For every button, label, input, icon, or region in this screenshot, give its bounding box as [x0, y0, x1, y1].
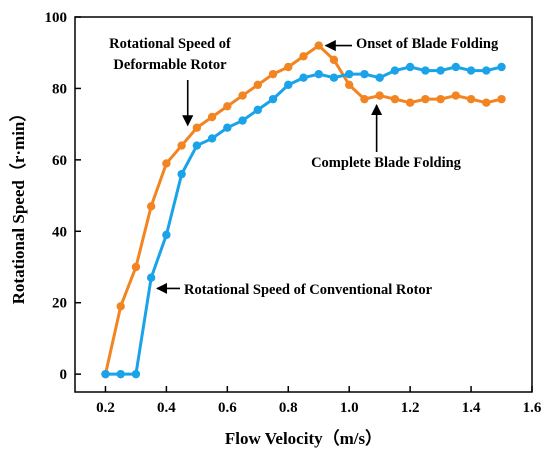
data-point [177, 141, 186, 150]
data-point [131, 262, 141, 272]
data-point [101, 369, 110, 379]
data-point [360, 94, 369, 104]
data-point [329, 55, 339, 65]
data-point [268, 69, 278, 79]
data-point [390, 66, 400, 75]
annotation-conventional-label: Rotational Speed of Conventional Rotor [184, 282, 433, 298]
x-tick-label: 1.4 [462, 400, 481, 416]
plot-frame [74, 16, 533, 393]
data-point [116, 369, 125, 379]
data-point [451, 91, 461, 100]
data-point [284, 80, 293, 90]
annotation-onset-label: Onset of Blade Folding [356, 36, 499, 52]
data-point [253, 80, 262, 90]
data-point [436, 66, 445, 75]
x-tick-label: 0.6 [218, 400, 237, 416]
data-point [345, 69, 354, 79]
x-tick-label: 0.4 [157, 400, 176, 416]
data-point [238, 91, 247, 100]
data-point [329, 73, 339, 82]
data-point [162, 230, 171, 240]
data-point [192, 123, 202, 132]
data-point [390, 94, 400, 104]
annotation-deformable-line2: Deformable Rotor [113, 57, 227, 73]
data-point [268, 94, 278, 104]
data-point [421, 66, 430, 75]
annotation-deformable-line1: Rotational Speed of [109, 36, 231, 52]
y-tick-label: 0 [60, 367, 68, 383]
data-point [497, 62, 506, 72]
data-point [345, 80, 354, 90]
data-point [177, 169, 186, 179]
y-tick-label: 60 [52, 153, 67, 169]
series-1 [101, 62, 506, 379]
x-tick-label: 1.2 [401, 400, 420, 416]
data-point [482, 98, 491, 107]
data-point [497, 94, 506, 104]
data-point [299, 52, 308, 61]
data-point [238, 116, 247, 125]
data-point [253, 105, 262, 115]
series-0 [101, 41, 506, 379]
y-tick-label: 20 [52, 296, 67, 312]
data-point [314, 41, 323, 50]
data-point [451, 62, 461, 72]
data-point [436, 94, 445, 104]
data-point [162, 159, 171, 168]
axis-ticks: 0.2 0.4 0.6 0.8 1.0 1.2 1.4 1.6 0 20 40 60 80 100 [45, 10, 542, 416]
data-point [360, 69, 369, 79]
data-point [466, 94, 476, 104]
data-point [146, 202, 156, 211]
series-line [104, 44, 502, 375]
data-point [116, 302, 125, 311]
data-point [146, 273, 156, 282]
data-point [421, 94, 430, 104]
y-tick-label: 100 [45, 10, 68, 26]
data-point [466, 66, 476, 75]
x-tick-label: 1.0 [340, 400, 359, 416]
y-tick-label: 40 [52, 224, 67, 240]
data-point [223, 102, 232, 111]
y-tick-label: 80 [52, 81, 67, 97]
data-point [375, 91, 384, 100]
data-point [314, 69, 323, 79]
x-axis-label: Flow Velocity（m/s） [225, 428, 382, 448]
data-point [482, 66, 491, 75]
data-point [284, 62, 293, 72]
data-point [207, 134, 217, 143]
data-point [223, 123, 232, 132]
x-tick-label: 0.8 [279, 400, 298, 416]
data-point [299, 73, 308, 82]
data-point [192, 141, 202, 150]
annotation-layer: Rotational Speed of Deformable Rotor Onset… [109, 36, 499, 298]
y-axis-label: Rotational Speed（r·min） [8, 105, 28, 305]
x-tick-label: 1.6 [523, 400, 542, 416]
series-line [105, 65, 502, 376]
data-point [405, 98, 415, 107]
data-point [375, 73, 384, 82]
data-point [131, 369, 141, 379]
data-point [207, 112, 217, 122]
data-point [405, 62, 415, 72]
series-layer [101, 41, 506, 379]
x-tick-label: 0.2 [96, 400, 115, 416]
annotation-complete-label: Complete Blade Folding [311, 155, 462, 171]
